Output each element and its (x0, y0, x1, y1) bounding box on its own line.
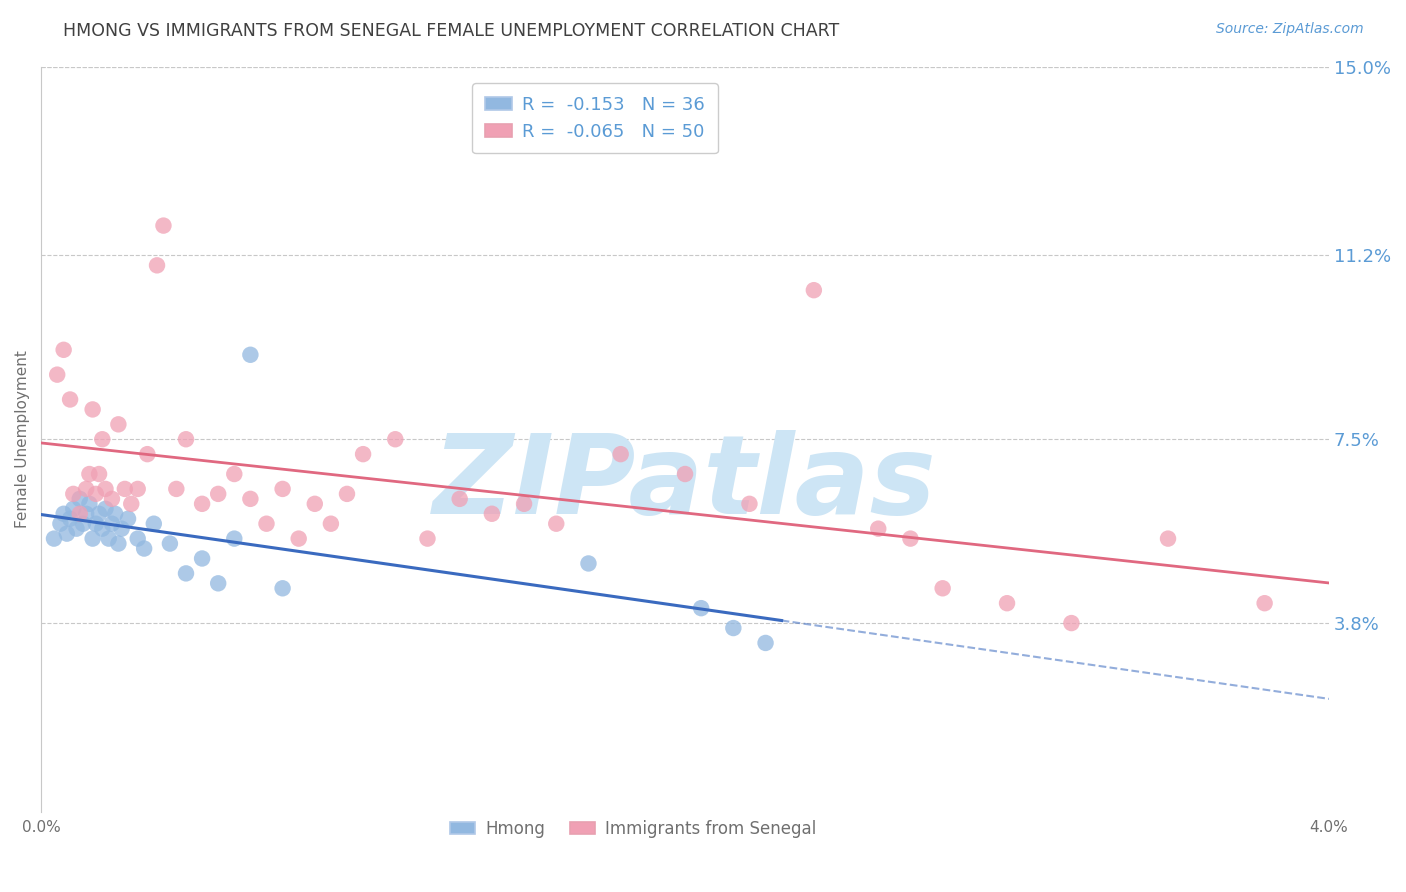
Point (49, 516, 72, 531)
Point (546, 516, 568, 531)
Point (52, 507, 75, 521)
Point (690, 601, 713, 615)
Text: ZIPatlas: ZIPatlas (433, 431, 936, 538)
Point (79, 467, 101, 481)
Point (256, 516, 278, 531)
Point (104, 507, 127, 521)
Point (56, 526, 79, 541)
Point (62, 487, 84, 501)
Point (754, 636, 776, 650)
Text: Source: ZipAtlas.com: Source: ZipAtlas.com (1216, 22, 1364, 37)
Point (931, 582, 953, 596)
Legend: Hmong, Immigrants from Senegal: Hmong, Immigrants from Senegal (444, 814, 824, 845)
Point (271, 582, 294, 596)
Point (336, 487, 359, 501)
Point (82, 402, 104, 417)
Point (59, 392, 82, 407)
Point (287, 532, 309, 546)
Point (159, 536, 181, 550)
Point (142, 516, 165, 531)
Point (127, 532, 149, 546)
Point (803, 283, 825, 297)
Point (319, 516, 342, 531)
Point (117, 512, 139, 526)
Point (191, 497, 214, 511)
Point (1253, 596, 1275, 610)
Point (120, 497, 142, 511)
Point (207, 487, 229, 501)
Point (101, 516, 124, 531)
Point (94, 501, 117, 516)
Point (191, 551, 214, 566)
Point (449, 491, 471, 506)
Point (352, 447, 374, 461)
Point (107, 417, 129, 432)
Point (271, 482, 294, 496)
Point (114, 482, 136, 496)
Point (738, 497, 761, 511)
Point (609, 447, 631, 461)
Point (239, 491, 262, 506)
Point (94, 482, 117, 496)
Point (91, 432, 114, 446)
Point (416, 532, 439, 546)
Point (72, 516, 94, 531)
Point (127, 482, 149, 496)
Point (75, 482, 97, 496)
Point (384, 432, 406, 446)
Point (46, 368, 69, 382)
Point (224, 532, 246, 546)
Point (174, 566, 197, 581)
Point (481, 507, 503, 521)
Point (42, 532, 65, 546)
Point (868, 522, 890, 536)
Point (62, 501, 84, 516)
Y-axis label: Female Unemployment: Female Unemployment (15, 351, 30, 528)
Point (82, 532, 104, 546)
Point (304, 497, 326, 511)
Point (69, 491, 91, 506)
Point (59, 512, 82, 526)
Point (152, 219, 174, 233)
Point (79, 497, 101, 511)
Point (91, 522, 114, 536)
Point (239, 348, 262, 362)
Point (65, 522, 87, 536)
Point (110, 522, 132, 536)
Point (107, 536, 129, 550)
Point (101, 491, 124, 506)
Point (84, 487, 107, 501)
Point (1157, 532, 1180, 546)
Point (134, 541, 156, 556)
Point (207, 576, 229, 591)
Point (52, 343, 75, 357)
Point (224, 467, 246, 481)
Point (900, 532, 922, 546)
Point (174, 432, 197, 446)
Point (723, 621, 745, 635)
Point (136, 447, 159, 461)
Point (84, 516, 107, 531)
Point (673, 467, 696, 481)
Text: HMONG VS IMMIGRANTS FROM SENEGAL FEMALE UNEMPLOYMENT CORRELATION CHART: HMONG VS IMMIGRANTS FROM SENEGAL FEMALE … (63, 22, 839, 40)
Point (69, 507, 91, 521)
Point (995, 596, 1018, 610)
Point (87, 507, 110, 521)
Point (87, 467, 110, 481)
Point (1060, 616, 1083, 631)
Point (97, 532, 120, 546)
Point (578, 557, 600, 571)
Point (75, 507, 97, 521)
Point (513, 497, 536, 511)
Point (165, 482, 187, 496)
Point (146, 258, 169, 272)
